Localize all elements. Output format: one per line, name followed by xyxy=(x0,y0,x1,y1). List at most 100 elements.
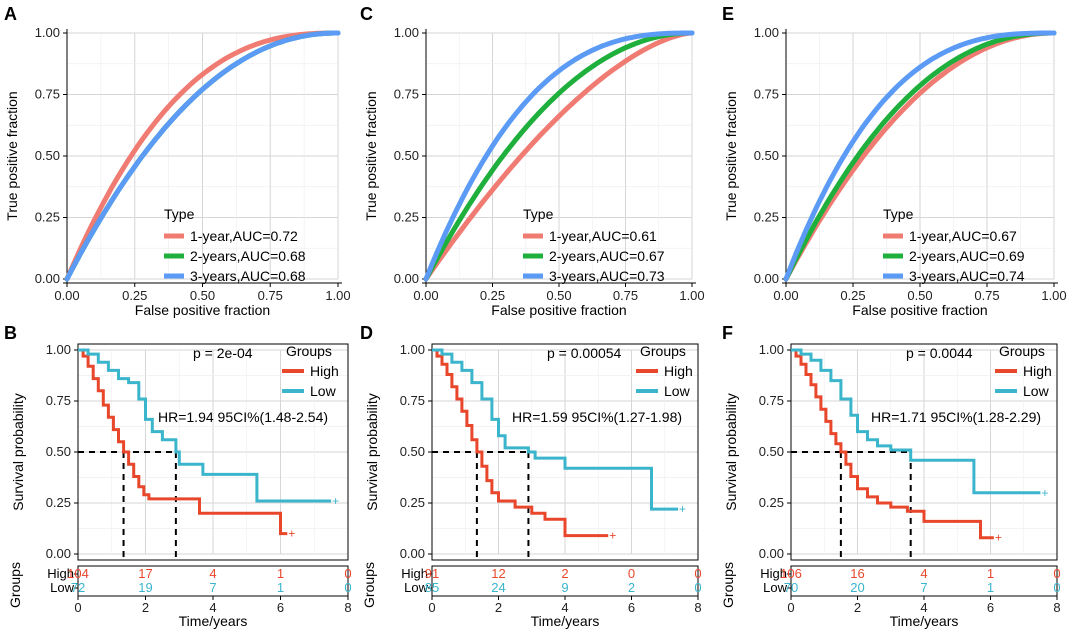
x-tick-label: 0.25 xyxy=(840,288,865,303)
risk-cell: 24 xyxy=(491,580,505,595)
x-axis-label: False positive fraction xyxy=(852,302,987,318)
risk-cell: 1 xyxy=(987,580,994,595)
x-tick-label: 6 xyxy=(987,600,994,615)
censor-mark: + xyxy=(995,531,1002,545)
censor-mark: + xyxy=(332,494,339,508)
y-tick-label: 0.25 xyxy=(400,495,425,510)
legend-entry: 2-years,AUC=0.68 xyxy=(190,248,306,264)
legend-title: Type xyxy=(523,206,554,222)
panel-label: A xyxy=(4,4,17,24)
y-tick-label: 0.75 xyxy=(394,87,419,102)
legend-title: Groups xyxy=(286,343,332,359)
legend-entry: 1-year,AUC=0.61 xyxy=(549,228,657,244)
risk-cell: 0 xyxy=(628,566,635,581)
y-tick-label: 0.50 xyxy=(394,148,419,163)
survival-curve-low xyxy=(78,348,332,503)
roc-curve xyxy=(423,30,695,282)
x-tick-label: 0.00 xyxy=(773,288,798,303)
legend-entry: High xyxy=(310,363,339,379)
y-tick-label: 0.75 xyxy=(35,87,60,102)
risk-row-label: Low xyxy=(763,580,787,595)
panel-label: F xyxy=(722,323,733,343)
risk-cell: 72 xyxy=(71,580,85,595)
p-value: p = 2e-04 xyxy=(193,345,253,361)
x-tick-label: 1.00 xyxy=(325,288,350,303)
y-axis-label: True positive fraction xyxy=(363,91,379,220)
risk-cell: 9 xyxy=(561,580,568,595)
risk-cell: 4 xyxy=(920,566,927,581)
y-tick-label: 0.75 xyxy=(46,393,71,408)
y-tick-label: 0.00 xyxy=(46,546,71,561)
risk-cell: 70 xyxy=(784,580,798,595)
legend-title: Type xyxy=(883,206,914,222)
legend-title: Groups xyxy=(999,343,1045,359)
risk-cell: 7 xyxy=(920,580,927,595)
x-tick-label: 4 xyxy=(561,600,568,615)
roc-panel-c: C 0.00 0.00 0.25 0.25 0.50 0.50 0.75 0.75 1.00 1.0… xyxy=(360,4,705,318)
y-tick-label: 0.75 xyxy=(400,393,425,408)
survival-curve-high xyxy=(78,348,288,536)
survival-curve-low xyxy=(791,348,1041,495)
y-tick-label: 0.00 xyxy=(394,271,419,286)
y-tick-label: 0.50 xyxy=(46,444,71,459)
risk-cell: 19 xyxy=(138,580,152,595)
risk-cell: 12 xyxy=(491,566,505,581)
legend-entry: 3-years,AUC=0.74 xyxy=(909,268,1025,284)
risk-cell: 20 xyxy=(850,580,864,595)
y-tick-label: 0.00 xyxy=(759,546,784,561)
roc-curve xyxy=(423,30,695,282)
roc-panel-a: A 0.00 0.00 0.25 0.25 0.50 0.50 0.75 0.75 1.00 1.0… xyxy=(4,4,351,318)
x-tick-label: 2 xyxy=(854,600,861,615)
legend-title: Type xyxy=(164,206,195,222)
x-tick-label: 0.50 xyxy=(546,288,571,303)
y-tick-label: 0.00 xyxy=(35,271,60,286)
y-tick-label: 1.00 xyxy=(394,25,419,40)
roc-curve xyxy=(64,30,341,282)
y-axis-label: Survival probability xyxy=(364,393,380,511)
x-tick-label: 0.75 xyxy=(613,288,638,303)
risk-cell: 7 xyxy=(209,580,216,595)
risk-cell: 4 xyxy=(209,566,216,581)
x-axis-label: Time/years xyxy=(531,613,600,629)
x-tick-label: 0 xyxy=(74,600,81,615)
risk-cell: 0 xyxy=(694,566,701,581)
risk-cell: 2 xyxy=(561,566,568,581)
censor-mark: + xyxy=(679,502,686,516)
panel-label: B xyxy=(4,323,17,343)
risk-cell: 0 xyxy=(1053,566,1060,581)
y-tick-label: 1.00 xyxy=(754,25,779,40)
risk-row-label: Low xyxy=(404,580,428,595)
legend-entry: 3-years,AUC=0.68 xyxy=(190,268,306,284)
legend-entry: 2-years,AUC=0.67 xyxy=(549,248,665,264)
legend-entry: High xyxy=(1023,363,1052,379)
risk-cell: 0 xyxy=(344,566,351,581)
x-tick-label: 0 xyxy=(787,600,794,615)
legend-entry: 1-year,AUC=0.72 xyxy=(190,228,298,244)
y-tick-label: 0.25 xyxy=(35,210,60,225)
x-tick-label: 0.50 xyxy=(907,288,932,303)
km-panel-b: B 0.00 0.25 0.50 0.75 1.00 Survival probabilit… xyxy=(4,323,352,629)
risk-cell: 106 xyxy=(780,566,802,581)
risk-row-label: High xyxy=(47,566,74,581)
x-tick-label: 2 xyxy=(142,600,149,615)
risk-cell: 1 xyxy=(277,566,284,581)
censor-mark: + xyxy=(1041,486,1048,500)
risk-table-label: Groups xyxy=(7,562,23,608)
hazard-ratio: HR=1.94 95CI%(1.48-2.54) xyxy=(158,409,328,425)
legend-entry: 1-year,AUC=0.67 xyxy=(909,228,1017,244)
x-axis-label: Time/years xyxy=(179,613,248,629)
x-tick-label: 6 xyxy=(628,600,635,615)
risk-cell: 0 xyxy=(344,580,351,595)
y-tick-label: 0.50 xyxy=(754,148,779,163)
legend-entry: Low xyxy=(1023,383,1050,399)
x-tick-label: 4 xyxy=(209,600,216,615)
y-tick-label: 1.00 xyxy=(759,342,784,357)
legend-entry: 3-years,AUC=0.73 xyxy=(549,268,665,284)
km-panel-f: F 0.00 0.25 0.50 0.75 1.00 Survival probabilit… xyxy=(720,323,1061,629)
risk-cell: 16 xyxy=(850,566,864,581)
legend-entry: High xyxy=(664,363,693,379)
y-tick-label: 0.25 xyxy=(759,495,784,510)
legend-entry: Low xyxy=(664,383,691,399)
x-tick-label: 0.75 xyxy=(258,288,283,303)
risk-cell: 0 xyxy=(1053,580,1060,595)
